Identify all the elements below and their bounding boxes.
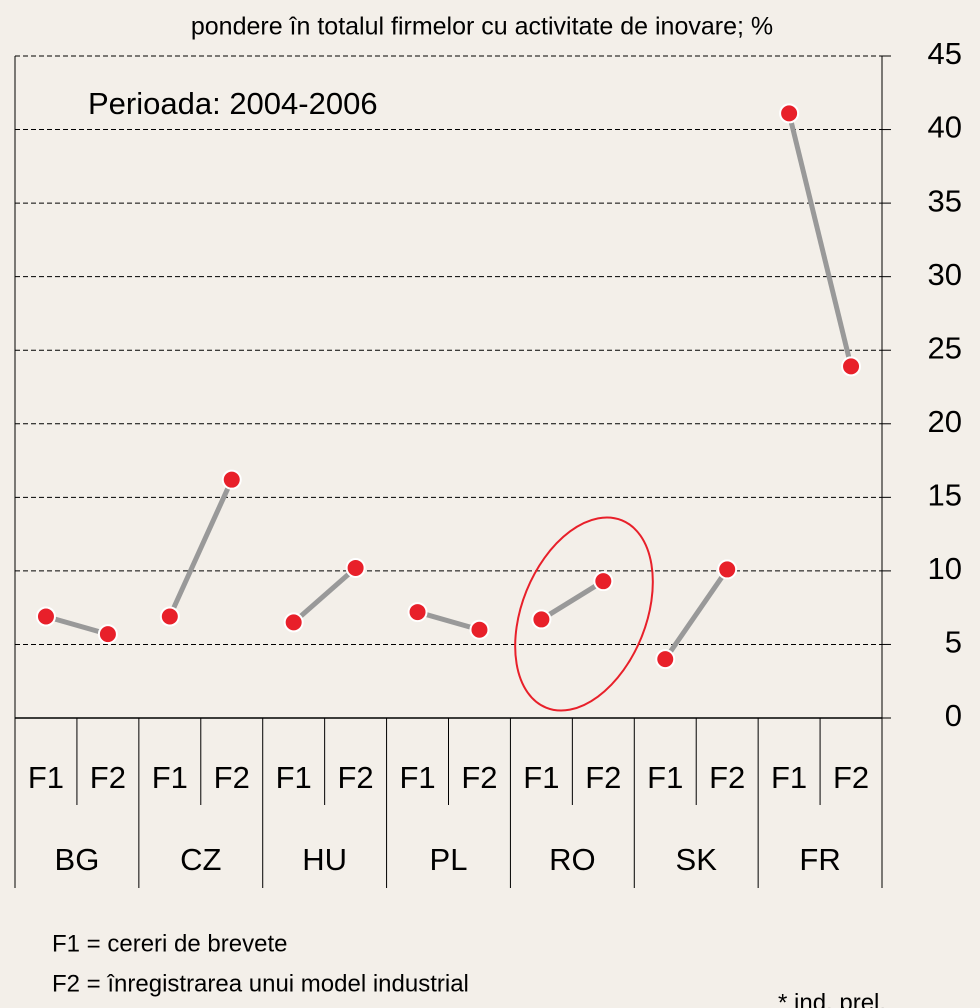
x-tick-label: F1 <box>647 760 683 795</box>
note: * ind. prel. <box>778 989 886 1008</box>
connector-line <box>292 566 358 625</box>
data-point <box>97 624 118 645</box>
x-tick-label: F1 <box>28 760 64 795</box>
data-point <box>841 356 862 377</box>
data-point <box>407 602 428 623</box>
y-tick-label: 10 <box>928 551 962 586</box>
highlight-ellipse <box>514 516 654 712</box>
data-point <box>593 571 614 592</box>
y-tick-label: 25 <box>928 330 962 365</box>
x-tick-label: F2 <box>214 760 250 795</box>
connector-line <box>45 614 109 637</box>
connector-line <box>786 112 854 367</box>
group-label: RO <box>549 842 596 877</box>
y-tick-label: 15 <box>928 478 962 513</box>
y-tick-label: 35 <box>928 183 962 218</box>
group-label: HU <box>302 842 347 877</box>
annotation: Perioada: 2004-2006 <box>88 86 378 121</box>
x-tick-label: F1 <box>276 760 312 795</box>
group-label: CZ <box>180 842 221 877</box>
data-point <box>779 103 800 124</box>
data-point <box>717 559 738 580</box>
data-point <box>159 606 180 627</box>
data-point <box>531 609 552 630</box>
data-point <box>221 469 242 490</box>
chart-title: pondere în totalul firmelor cu activitat… <box>191 13 773 41</box>
y-tick-label: 40 <box>928 110 962 145</box>
y-tick-label: 0 <box>945 698 962 733</box>
x-tick-label: F2 <box>90 760 126 795</box>
data-point <box>283 612 304 633</box>
data-point <box>469 619 490 640</box>
y-tick-label: 5 <box>945 625 962 660</box>
footnote: F1 = cereri de brevete <box>52 930 287 957</box>
connector-line <box>663 567 730 661</box>
y-tick-label: 30 <box>928 257 962 292</box>
data-point <box>655 649 676 670</box>
connector-line <box>540 579 605 622</box>
group-label: SK <box>676 842 718 877</box>
data-point <box>345 557 366 578</box>
x-tick-label: F1 <box>399 760 435 795</box>
group-label: PL <box>430 842 468 877</box>
x-tick-label: F2 <box>338 760 374 795</box>
group-label: BG <box>55 842 100 877</box>
x-tick-label: F1 <box>771 760 807 795</box>
x-tick-label: F2 <box>585 760 621 795</box>
x-tick-label: F2 <box>461 760 497 795</box>
group-label: FR <box>799 842 840 877</box>
footnote: F2 = înregistrarea unui model industrial <box>52 970 469 997</box>
x-tick-label: F1 <box>152 760 188 795</box>
x-tick-label: F1 <box>523 760 559 795</box>
connector-line <box>167 478 235 618</box>
y-tick-label: 20 <box>928 404 962 439</box>
y-tick-label: 45 <box>928 36 962 71</box>
x-tick-label: F2 <box>709 760 745 795</box>
x-tick-label: F2 <box>833 760 869 795</box>
connector-line <box>416 609 481 633</box>
data-point <box>35 606 56 627</box>
